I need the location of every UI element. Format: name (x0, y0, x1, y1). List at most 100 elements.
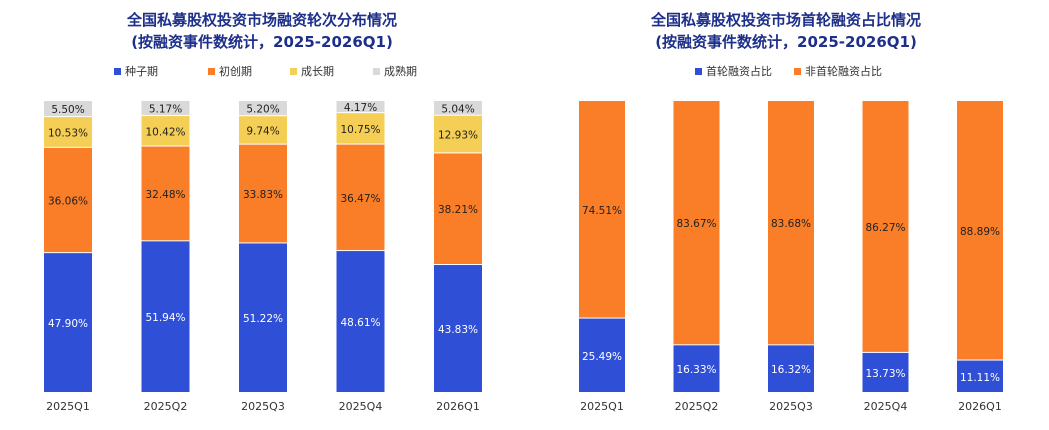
data-label: 48.61% (340, 317, 380, 329)
data-label: 36.06% (48, 195, 88, 207)
data-label: 5.04% (441, 103, 474, 115)
bar-segment-series-3 (44, 117, 92, 147)
legend: 首轮融资占比 非首轮融资占比 (695, 64, 882, 78)
data-label: 83.68% (771, 218, 811, 230)
data-label: 32.48% (145, 189, 185, 201)
x-tick-label: 2025Q1 (46, 400, 90, 413)
legend-swatch (290, 68, 297, 75)
bar-segment-series-4 (141, 100, 190, 116)
bar-segment-series-2 (239, 144, 287, 243)
bar-stack-2025Q4: 13.73% 86.27% (862, 101, 909, 392)
bar-stack-2025Q3: 51.22% 33.83% 9.74% 5.20% (239, 101, 287, 392)
bar-segment-series-1 (239, 243, 287, 392)
data-label: 16.32% (771, 364, 811, 376)
x-axis: 2025Q1 2025Q2 2025Q3 2025Q4 2026Q1 (580, 400, 1002, 413)
bar-segment-series-1 (336, 251, 385, 392)
bar-segment-series-2 (579, 101, 625, 318)
legend-label: 首轮融资占比 (706, 64, 772, 78)
bar-segment-series-4 (336, 101, 385, 113)
data-label: 10.75% (340, 124, 380, 136)
bar-stack-2026Q1: 11.11% 88.89% (957, 101, 1003, 392)
bar-stack-2025Q3: 16.32% 83.68% (768, 101, 814, 392)
bar-segment-series-2 (673, 101, 720, 345)
legend-swatch (114, 68, 121, 75)
legend-swatch (373, 68, 380, 75)
data-label: 9.74% (246, 125, 279, 137)
data-label: 38.21% (438, 204, 478, 216)
bar-stack-2025Q1: 25.49% 74.51% (579, 101, 625, 392)
data-label: 88.89% (960, 226, 1000, 238)
legend-item-2: 初创期 (208, 64, 252, 78)
bar-segment-series-1 (141, 241, 190, 392)
legend-label: 种子期 (125, 64, 158, 78)
chart-title: 全国私募股权投资市场融资轮次分布情况 (126, 11, 397, 29)
legend-swatch (794, 68, 801, 75)
x-tick-label: 2025Q3 (769, 400, 813, 413)
legend-swatch (695, 68, 702, 75)
data-label: 10.42% (145, 126, 185, 138)
bar-stack-2025Q2: 51.94% 32.48% 10.42% 5.17% (141, 100, 190, 392)
data-label: 83.67% (676, 218, 716, 230)
bar-segment-series-1 (768, 345, 814, 392)
x-tick-label: 2025Q1 (580, 400, 624, 413)
bar-segment-series-2 (957, 101, 1003, 360)
bar-segment-series-1 (673, 345, 720, 392)
bar-segment-series-1 (579, 318, 625, 392)
x-tick-label: 2025Q2 (675, 400, 719, 413)
bar-segment-series-4 (434, 100, 482, 115)
chart-round-distribution: 全国私募股权投资市场融资轮次分布情况 (按融资事件数统计，2025-2026Q1… (44, 11, 482, 413)
x-axis: 2025Q1 2025Q2 2025Q3 2025Q4 2026Q1 (46, 400, 480, 413)
legend-item-1: 种子期 (114, 64, 158, 78)
bar-segment-series-2 (862, 101, 909, 352)
legend-swatch (208, 68, 215, 75)
data-label: 47.90% (48, 318, 88, 330)
bar-segment-series-3 (239, 116, 287, 144)
x-tick-label: 2025Q4 (864, 400, 908, 413)
legend: 种子期 初创期 成长期 成熟期 (114, 64, 417, 78)
legend-item-3: 成长期 (290, 65, 334, 78)
x-tick-label: 2025Q2 (144, 400, 188, 413)
data-label: 86.27% (865, 222, 905, 234)
data-label: 33.83% (243, 189, 283, 201)
chart-first-round-share: 全国私募股权投资市场首轮融资占比情况 (按融资事件数统计，2025-2026Q1… (579, 11, 1003, 413)
x-tick-label: 2025Q4 (339, 400, 383, 413)
plot-area: 25.49% 74.51% 16.33% 83.67% 16.32% 83.68% 13.7… (579, 101, 1003, 392)
chart-subtitle: (按融资事件数统计，2025-2026Q1) (655, 33, 917, 51)
bar-segment-series-1 (44, 253, 92, 392)
data-label: 5.50% (51, 104, 84, 116)
bar-stack-2026Q1: 43.83% 38.21% 12.93% 5.04% (434, 100, 482, 392)
data-label: 11.11% (960, 372, 1000, 384)
data-label: 4.17% (344, 102, 377, 114)
bar-stack-2025Q4: 48.61% 36.47% 10.75% 4.17% (336, 101, 385, 392)
bar-segment-series-2 (434, 153, 482, 265)
legend-label: 成长期 (301, 65, 334, 78)
bar-segment-series-1 (434, 265, 482, 392)
data-label: 36.47% (340, 193, 380, 205)
legend-label: 初创期 (219, 64, 252, 78)
x-tick-label: 2025Q3 (241, 400, 285, 413)
data-label: 5.20% (246, 104, 279, 116)
legend-item-4: 成熟期 (373, 64, 417, 78)
data-label: 16.33% (676, 364, 716, 376)
x-tick-label: 2026Q1 (958, 400, 1002, 413)
plot-area: 47.90% 36.06% 10.53% 5.50% 51.94% 32.48% 10.42… (44, 100, 482, 392)
data-label: 13.73% (865, 368, 905, 380)
legend-item-1: 首轮融资占比 (695, 64, 772, 78)
bar-segment-series-2 (768, 101, 814, 345)
legend-item-2: 非首轮融资占比 (794, 64, 882, 78)
data-label: 10.53% (48, 127, 88, 139)
bar-stack-2025Q1: 47.90% 36.06% 10.53% 5.50% (44, 101, 92, 392)
bar-segment-series-2 (44, 147, 92, 253)
chart-title: 全国私募股权投资市场首轮融资占比情况 (650, 11, 921, 29)
bar-segment-series-3 (141, 116, 190, 146)
chart-subtitle: (按融资事件数统计，2025-2026Q1) (131, 33, 393, 51)
legend-label: 成熟期 (384, 64, 417, 78)
bar-segment-series-2 (336, 144, 385, 251)
bar-segment-series-4 (239, 101, 287, 116)
x-tick-label: 2026Q1 (436, 400, 480, 413)
data-label: 25.49% (582, 351, 622, 363)
bar-segment-series-1 (862, 352, 909, 392)
data-label: 51.94% (145, 312, 185, 324)
data-label: 12.93% (438, 130, 478, 142)
